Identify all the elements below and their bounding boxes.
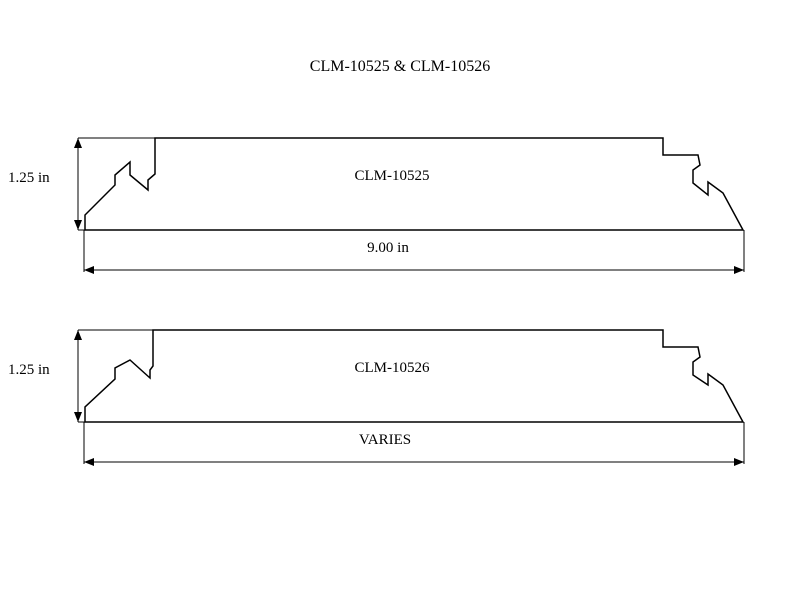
svg-text:1.25 in: 1.25 in — [8, 362, 50, 378]
svg-text:9.00 in: 9.00 in — [367, 240, 409, 256]
diagram-container: CLM-10525 & CLM-10526 CLM-105251.25 in9.… — [0, 0, 800, 600]
svg-text:VARIES: VARIES — [359, 432, 411, 448]
diagram-svg: CLM-10525 1.25 in 9.00 in CLM-10526 1.25 in V… — [0, 0, 800, 600]
svg-text:1.25 in: 1.25 in — [8, 170, 50, 186]
svg-text:CLM-10525: CLM-10525 — [355, 168, 430, 184]
svg-text:CLM-10526: CLM-10526 — [355, 360, 431, 376]
